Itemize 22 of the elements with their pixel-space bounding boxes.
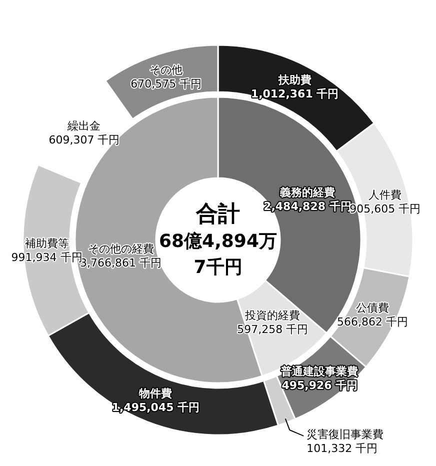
text: 合計: [195, 202, 240, 227]
data-label: 597,258 千円: [237, 322, 308, 336]
slice-label: 公債費: [356, 301, 390, 314]
slice-label: 扶助費: [277, 74, 312, 87]
slice-label: 物件費: [138, 386, 172, 400]
slice-label: 義務的経費: [278, 186, 335, 199]
slice-label: その他: [150, 64, 183, 77]
data-label: 101,332 千円: [306, 442, 378, 455]
slice-label: 投資的経費: [244, 308, 300, 322]
slice-label: 災害復旧事業費: [306, 428, 384, 441]
data-label: 566,862 千円: [337, 315, 408, 328]
slice-label: その他の経費: [88, 242, 154, 256]
data-label: 1,012,361 千円: [250, 88, 339, 101]
data-label: 3,766,861 千円: [80, 256, 162, 270]
text: 7千円: [194, 257, 242, 278]
slice-label: 繰出金: [66, 120, 101, 133]
slice-label: 補助費等: [24, 237, 69, 250]
data-label: 670,575 千円: [130, 78, 202, 91]
data-label: 495,926 千円: [282, 379, 358, 392]
text: 68億4,894万: [159, 231, 277, 252]
data-label: 609,307 千円: [48, 134, 120, 147]
slice-label: 人件費: [368, 188, 402, 202]
